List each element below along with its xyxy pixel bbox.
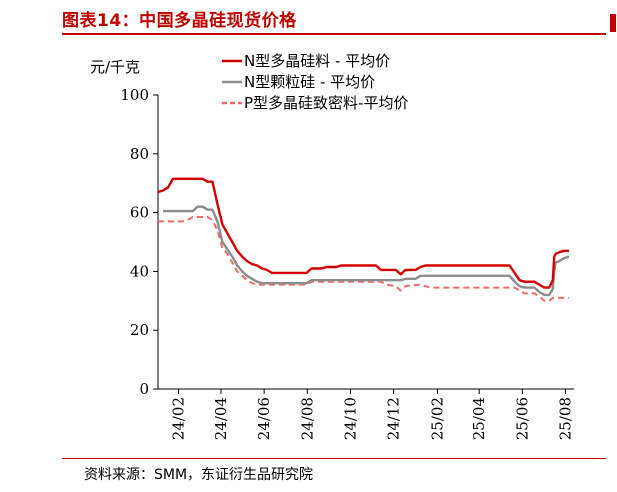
chart-series bbox=[157, 177, 570, 302]
legend-label-0: N型多晶硅料 - 平均价 bbox=[244, 52, 390, 70]
source-note: 资料来源：SMM，东证衍生品研究院 bbox=[84, 467, 314, 483]
y-tick-label: 80 bbox=[130, 145, 149, 163]
y-tick-label: 60 bbox=[130, 204, 149, 222]
x-tick-label: 25/02 bbox=[428, 397, 446, 440]
y-tick-label: 20 bbox=[130, 321, 149, 339]
x-tick-label: 25/08 bbox=[557, 397, 575, 440]
x-tick-label: 25/04 bbox=[470, 397, 488, 440]
figure-title: 图表14：中国多晶硅现货价格 bbox=[62, 11, 297, 31]
x-tick-label: 24/10 bbox=[341, 397, 359, 440]
legend-label-2: P型多晶硅致密料-平均价 bbox=[244, 94, 408, 112]
y-tick-label: 100 bbox=[120, 86, 149, 104]
series-line-1 bbox=[163, 205, 570, 297]
x-tick-label: 24/04 bbox=[212, 397, 230, 440]
legend-label-1: N型颗粒硅 - 平均价 bbox=[244, 73, 375, 91]
series-line-2 bbox=[158, 216, 569, 302]
chart-legend: N型多晶硅料 - 平均价 N型颗粒硅 - 平均价 P型多晶硅致密料-平均价 bbox=[222, 52, 408, 112]
y-tick-label: 40 bbox=[130, 262, 149, 280]
y-axis-label: 元/千克 bbox=[90, 58, 141, 76]
edge-marker bbox=[610, 14, 616, 32]
x-tick-label: 25/06 bbox=[513, 397, 531, 440]
y-tick-label: 0 bbox=[139, 380, 149, 398]
chart-axes: 0 20 40 60 80 100 24/02 24/04 24/06 24/08 24/10 24/… bbox=[120, 86, 574, 440]
x-tick-label: 24/08 bbox=[298, 397, 316, 440]
x-tick-label: 24/06 bbox=[255, 397, 273, 440]
series-line-0 bbox=[157, 177, 569, 289]
title-rule bbox=[62, 33, 606, 35]
source-rule bbox=[62, 458, 606, 459]
x-tick-label: 24/12 bbox=[385, 397, 403, 440]
x-tick-label: 24/02 bbox=[170, 397, 188, 440]
